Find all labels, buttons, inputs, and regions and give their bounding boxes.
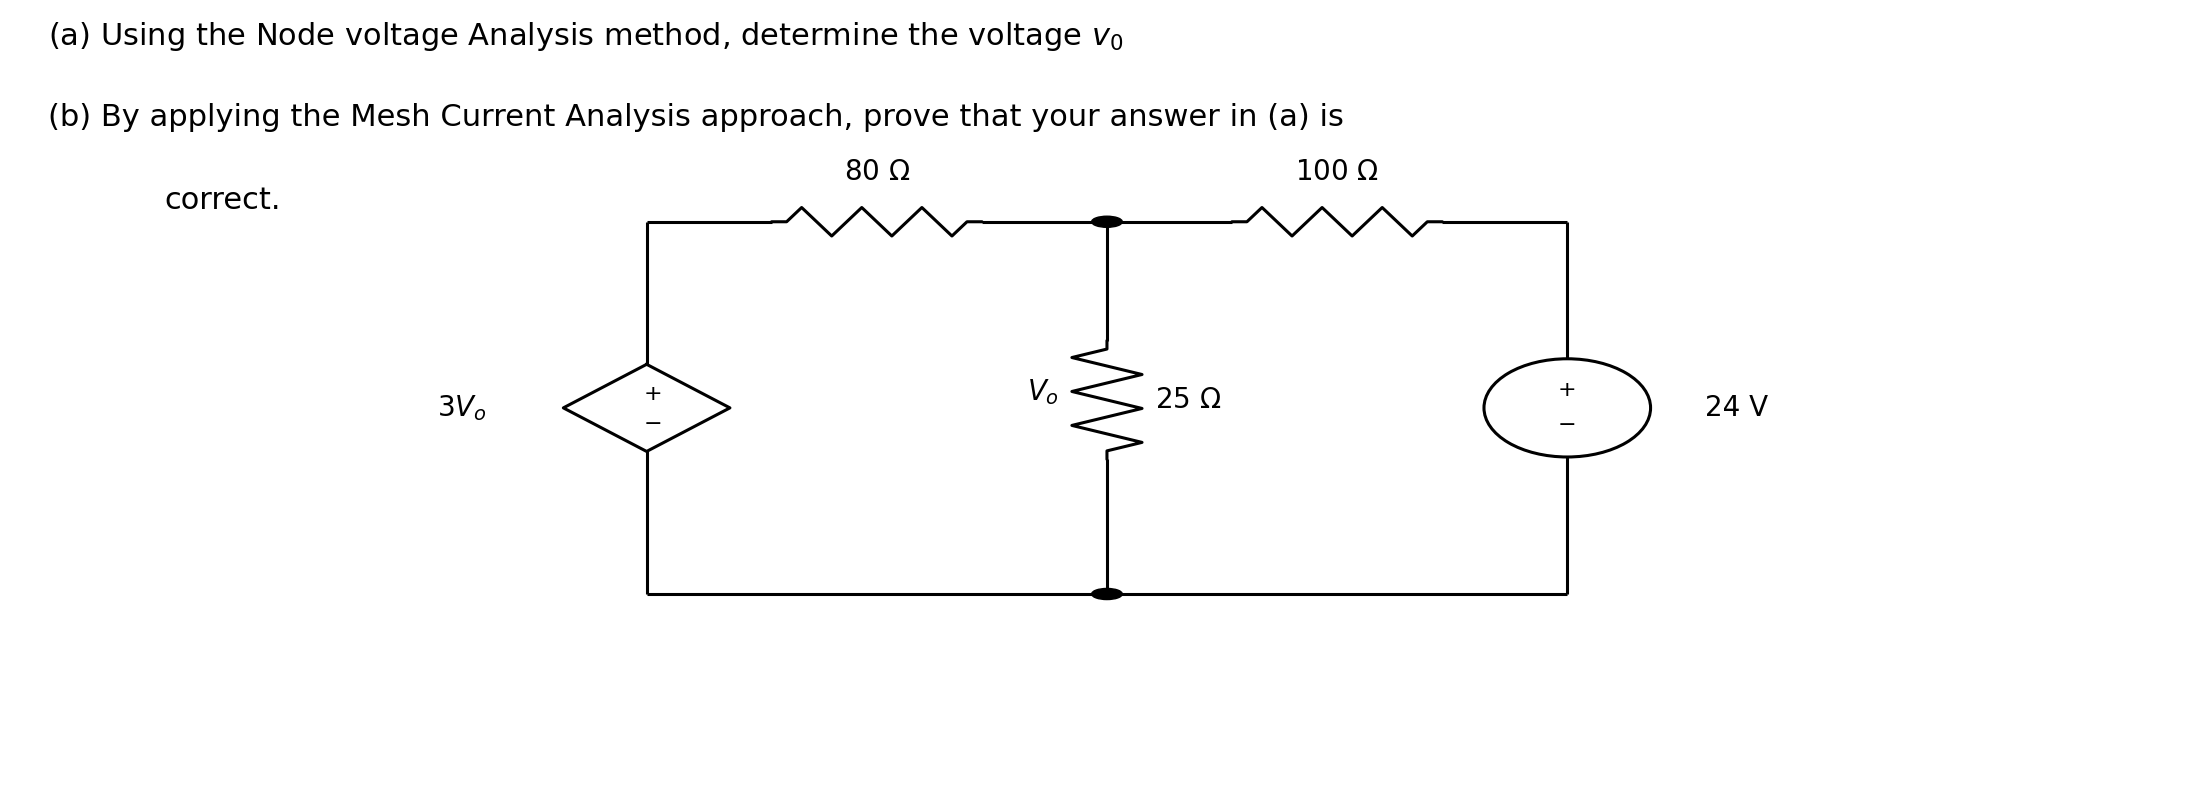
Text: 25 $\Omega$: 25 $\Omega$	[1155, 386, 1221, 414]
Circle shape	[1092, 216, 1122, 227]
Text: −: −	[644, 413, 662, 434]
Text: (b) By applying the Mesh Current Analysis approach, prove that your answer in (a: (b) By applying the Mesh Current Analysi…	[48, 103, 1344, 132]
Text: +: +	[644, 383, 662, 404]
Text: correct.: correct.	[164, 186, 281, 215]
Text: (a) Using the Node voltage Analysis method, determine the voltage $\it{v}_0$: (a) Using the Node voltage Analysis meth…	[48, 20, 1124, 53]
Text: $V_o$: $V_o$	[1026, 377, 1059, 407]
Ellipse shape	[1484, 359, 1651, 457]
Text: 100 $\Omega$: 100 $\Omega$	[1295, 158, 1379, 186]
Circle shape	[1092, 588, 1122, 600]
Text: $3V_o$: $3V_o$	[436, 393, 487, 423]
Text: 24 V: 24 V	[1705, 394, 1769, 422]
Text: 80 $\Omega$: 80 $\Omega$	[844, 158, 910, 186]
Text: +: +	[1559, 380, 1576, 401]
Text: −: −	[1559, 415, 1576, 436]
